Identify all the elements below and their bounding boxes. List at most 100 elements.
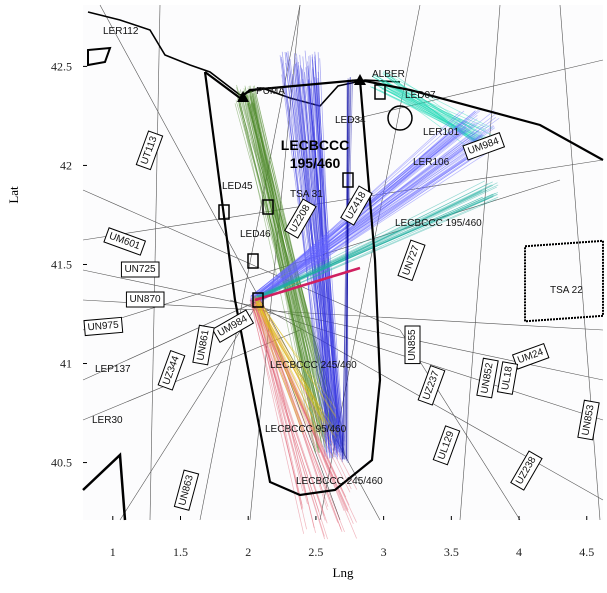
label-group: UN863 — [173, 469, 200, 511]
map-label: TSA 31 — [290, 189, 323, 200]
trajectory — [295, 63, 334, 443]
airway — [259, 299, 341, 521]
label-group: LER30 — [92, 415, 123, 426]
trajectory — [297, 69, 345, 460]
map-label: UN725 — [124, 264, 156, 275]
x-tick-label: 2 — [245, 545, 251, 559]
trajectory — [255, 126, 495, 305]
label-box — [476, 357, 499, 399]
airway — [349, 59, 604, 121]
trajectory — [236, 93, 320, 428]
sector-boundary — [203, 71, 382, 497]
label-group: UZ344 — [157, 349, 186, 391]
trajectory — [251, 303, 325, 540]
trajectory — [319, 58, 339, 449]
map-label: LER112 — [103, 26, 139, 37]
trajectory — [256, 194, 494, 300]
trajectory — [243, 96, 320, 453]
trajectory — [298, 82, 340, 451]
trajectory — [245, 95, 339, 436]
trajectory — [388, 71, 473, 129]
trajectory — [253, 193, 498, 300]
trajectory — [317, 52, 327, 446]
trajectory — [238, 98, 323, 439]
trajectory — [307, 79, 338, 443]
restricted-area — [87, 46, 112, 67]
label-group: TSA 31 — [290, 189, 323, 200]
trajectory — [244, 87, 322, 444]
point-marker — [252, 292, 264, 308]
trajectory — [257, 189, 486, 298]
trajectory — [252, 94, 342, 445]
trajectory — [257, 301, 337, 410]
trajectory — [255, 299, 335, 481]
trajectory — [285, 52, 335, 448]
trajectory — [254, 266, 361, 302]
trajectory — [379, 86, 493, 145]
trajectory — [317, 71, 338, 456]
map-label: LEP137 — [95, 364, 131, 375]
trajectory — [254, 298, 308, 505]
trajectory — [310, 88, 340, 453]
restricted-area — [524, 239, 604, 323]
trajectory — [379, 87, 485, 131]
label-group: UM984 — [211, 309, 255, 344]
map-label: LECBCCC 95/460 — [265, 424, 347, 435]
trajectory — [317, 77, 329, 443]
trajectory — [371, 75, 490, 151]
trajectory — [246, 103, 322, 430]
trajectory — [292, 73, 337, 453]
trajectory — [249, 85, 325, 442]
trajectory — [383, 70, 486, 153]
trajectory — [257, 297, 324, 416]
label-group: LECBCCC 245/460 — [296, 476, 383, 487]
trajectory — [236, 84, 334, 433]
trajectory — [253, 300, 349, 510]
trajectory — [293, 66, 336, 450]
trajectory — [295, 57, 338, 445]
trajectory — [389, 75, 493, 129]
trajectory — [311, 54, 344, 451]
trajectory — [314, 51, 341, 447]
label-group: LED07 — [405, 90, 436, 101]
airway — [82, 189, 401, 331]
trajectory — [247, 93, 318, 449]
trajectory — [249, 95, 336, 445]
trajectory — [243, 88, 336, 441]
trajectory — [307, 66, 342, 454]
trajectory — [234, 103, 325, 432]
y-tick-label: 41.5 — [51, 257, 72, 271]
label-box — [462, 132, 506, 161]
point-marker — [354, 74, 366, 85]
trajectory — [250, 89, 327, 447]
trajectory — [250, 102, 319, 450]
trajectory — [258, 296, 315, 529]
trajectory — [249, 102, 317, 430]
trajectory — [255, 295, 323, 411]
trajectory — [318, 82, 339, 452]
trajectory — [296, 53, 331, 459]
trajectory — [312, 82, 341, 460]
label-group: LECBCCC 245/460 — [270, 360, 357, 371]
trajectory — [284, 52, 326, 457]
trajectory — [249, 93, 323, 447]
label-box — [397, 239, 426, 282]
trajectory — [342, 78, 349, 460]
trajectory — [254, 89, 335, 430]
label-box — [496, 361, 519, 395]
label-group: UL129 — [432, 425, 461, 466]
trajectory — [372, 82, 487, 131]
trajectory — [256, 297, 358, 490]
trajectory — [238, 91, 345, 455]
trajectory — [382, 84, 490, 143]
trajectory — [251, 303, 305, 433]
map-label: UN861 — [195, 329, 211, 362]
label-group: LECBCCC 95/460 — [265, 424, 347, 435]
x-tick-label: 2.5 — [308, 545, 323, 559]
trajectory — [242, 90, 327, 438]
trajectory — [375, 77, 487, 145]
trajectory — [345, 79, 349, 460]
trajectory — [286, 53, 331, 453]
trajectory — [257, 301, 302, 406]
